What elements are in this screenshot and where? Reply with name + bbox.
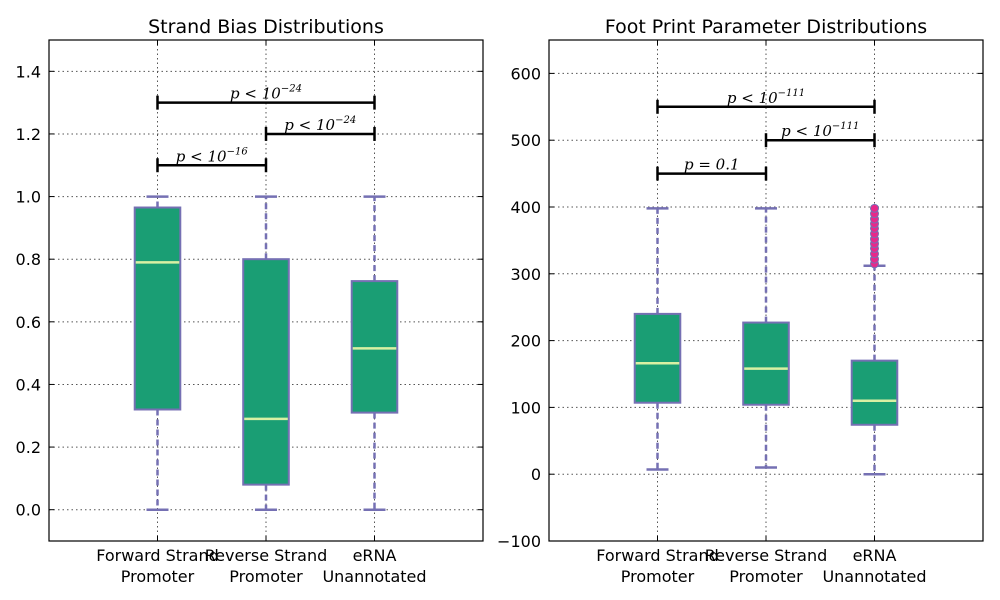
y-tick-label: 300 — [510, 265, 541, 284]
footprint-panel: Foot Print Parameter Distributions −100 0 1… — [497, 16, 984, 586]
plot-frame — [48, 39, 484, 542]
y-tick-label: 0 — [531, 465, 541, 484]
box-0 — [633, 207, 682, 471]
chart-title: Strand Bias Distributions — [148, 16, 384, 38]
p-value-label: p < 10−111 — [781, 121, 859, 140]
y-tick-label: 1.2 — [16, 125, 41, 144]
box-1 — [242, 195, 290, 511]
p-value-label: p = 0.1 — [684, 156, 740, 174]
significance-bracket: p < 10−24 — [264, 115, 376, 141]
x-tick-label: Forward Strand — [596, 546, 719, 565]
p-value-label: p < 10−16 — [176, 146, 249, 165]
iqr-box — [133, 206, 182, 411]
p-value-label: p < 10−24 — [284, 115, 356, 134]
iqr-box — [742, 321, 790, 406]
iqr-box — [350, 280, 399, 414]
y-tick-label: 0.6 — [16, 313, 41, 332]
chart-title: Foot Print Parameter Distributions — [605, 16, 927, 38]
x-tick-label: Unannotated — [322, 567, 426, 586]
x-tick-label: Promoter — [621, 567, 695, 586]
significance-bracket: p < 10−111 — [764, 121, 876, 148]
y-tick-label: 0.4 — [16, 375, 41, 394]
p-value-label: p < 10−111 — [727, 88, 805, 107]
y-tick-label: 500 — [510, 131, 541, 150]
y-tick-label: 0.2 — [16, 438, 41, 457]
y-tick-label: 200 — [510, 332, 541, 351]
flier-point — [870, 203, 879, 213]
x-tick-label: Reverse Strand — [705, 546, 828, 565]
significance-bracket: p < 10−16 — [156, 146, 268, 173]
p-value-label: p < 10−24 — [230, 84, 302, 103]
iqr-box — [850, 359, 899, 426]
x-tick-label: Reverse Strand — [205, 546, 328, 565]
y-tick-label: 0.8 — [16, 250, 41, 269]
x-tick-label: eRNA — [853, 546, 897, 565]
x-tick-label: Unannotated — [822, 567, 926, 586]
significance-bracket: p < 10−111 — [656, 88, 876, 114]
plot-frame — [548, 39, 984, 542]
significance-bracket: p = 0.1 — [656, 156, 768, 181]
y-tick-label: 600 — [510, 64, 541, 83]
y-tick-label: 1.0 — [16, 188, 41, 207]
significance-bracket: p < 10−24 — [156, 84, 376, 110]
y-tick-label: 0.0 — [16, 501, 41, 520]
y-tick-label: 100 — [510, 398, 541, 417]
iqr-box — [242, 258, 290, 486]
x-tick-label: Promoter — [121, 567, 195, 586]
x-tick-label: eRNA — [353, 546, 397, 565]
x-tick-label: Promoter — [729, 567, 803, 586]
box-2 — [850, 203, 899, 476]
x-tick-label: Promoter — [229, 567, 303, 586]
strand-bias-panel: Strand Bias Distributions 0.0 0.2 0.4 0.6 0.8… — [16, 16, 484, 586]
y-tick-label: 1.4 — [16, 62, 41, 81]
y-tick-label: 400 — [510, 198, 541, 217]
iqr-box — [633, 312, 682, 404]
x-tick-label: Forward Strand — [96, 546, 219, 565]
box-1 — [742, 207, 790, 469]
box-0 — [133, 195, 182, 511]
box-2 — [350, 195, 399, 511]
y-tick-label: −100 — [497, 532, 541, 551]
